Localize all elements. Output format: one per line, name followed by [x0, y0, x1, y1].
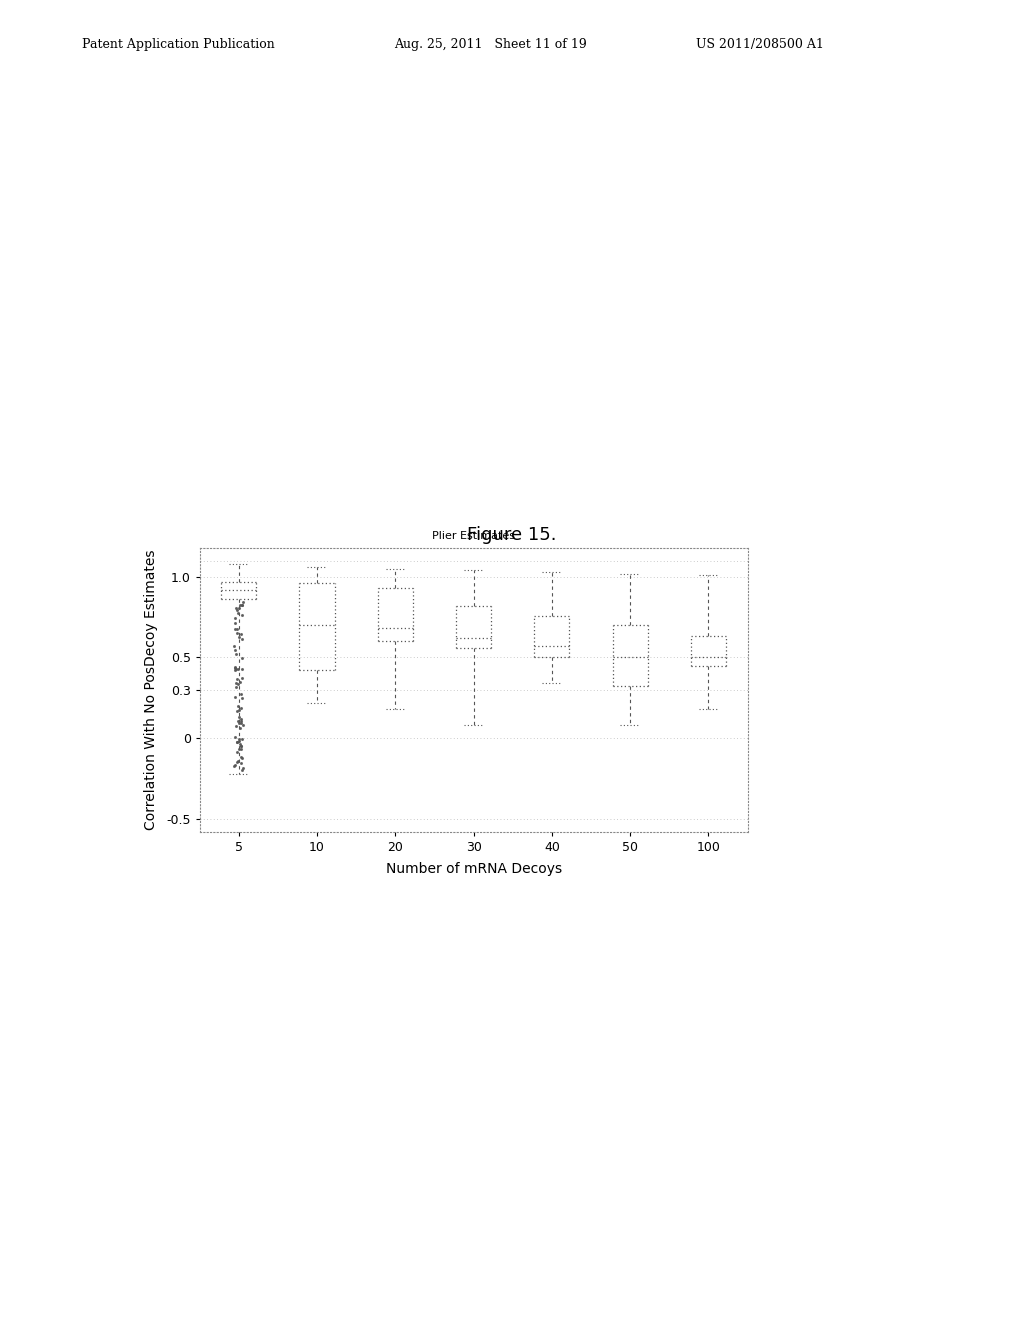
Point — [233, 752, 250, 774]
Point — [233, 684, 250, 705]
Point — [233, 648, 250, 669]
Point — [227, 619, 244, 640]
Point — [234, 595, 251, 616]
Point — [230, 673, 247, 694]
Point — [228, 598, 245, 619]
Point — [232, 710, 249, 731]
Point — [231, 718, 248, 739]
Text: Figure 15.: Figure 15. — [467, 525, 557, 544]
Point — [233, 729, 250, 750]
Point — [228, 659, 245, 680]
Point — [226, 726, 243, 747]
Point — [233, 747, 250, 768]
Point — [233, 659, 250, 680]
Point — [227, 607, 244, 628]
X-axis label: Number of mRNA Decoys: Number of mRNA Decoys — [386, 862, 561, 876]
Point — [226, 755, 243, 776]
Point — [226, 635, 243, 656]
Point — [230, 738, 247, 759]
Point — [233, 698, 250, 719]
Point — [229, 710, 246, 731]
Point — [234, 756, 251, 777]
Point — [230, 729, 247, 750]
Point — [229, 750, 246, 771]
Point — [229, 731, 246, 752]
Point — [231, 731, 248, 752]
Point — [234, 628, 251, 649]
Point — [231, 672, 248, 693]
Point — [234, 688, 251, 709]
Point — [229, 599, 246, 620]
Point — [229, 668, 246, 689]
Point — [229, 701, 246, 722]
Point — [231, 594, 248, 615]
Point — [230, 626, 247, 647]
Point — [227, 640, 244, 661]
Point — [229, 659, 246, 680]
Point — [229, 618, 246, 639]
Point — [232, 739, 249, 760]
Point — [228, 715, 245, 737]
Point — [229, 731, 246, 752]
Point — [227, 686, 244, 708]
Point — [226, 657, 243, 678]
Point — [230, 696, 247, 717]
Point — [226, 660, 243, 681]
Point — [233, 709, 250, 730]
Point — [230, 713, 247, 734]
Point — [232, 746, 249, 767]
Point — [228, 644, 245, 665]
Point — [233, 759, 250, 780]
Point — [230, 598, 247, 619]
Point — [227, 677, 244, 698]
Point — [232, 623, 249, 644]
Point — [233, 594, 250, 615]
Point — [228, 742, 245, 763]
Title: Plier Estimates: Plier Estimates — [432, 532, 515, 541]
Text: Patent Application Publication: Patent Application Publication — [82, 37, 274, 50]
Point — [234, 714, 251, 735]
Point — [231, 700, 248, 721]
Point — [227, 612, 244, 634]
Point — [228, 622, 245, 643]
Point — [230, 706, 247, 727]
Point — [227, 656, 244, 677]
Point — [234, 591, 251, 612]
Point — [232, 711, 249, 733]
Point — [229, 751, 246, 772]
Point — [231, 734, 248, 755]
Point — [232, 735, 249, 756]
Point — [227, 755, 244, 776]
Point — [232, 735, 249, 756]
Point — [234, 668, 251, 689]
Text: US 2011/208500 A1: US 2011/208500 A1 — [696, 37, 824, 50]
Point — [228, 672, 245, 693]
Y-axis label: Correlation With No PosDecoy Estimates: Correlation With No PosDecoy Estimates — [143, 549, 158, 830]
Text: Aug. 25, 2011   Sheet 11 of 19: Aug. 25, 2011 Sheet 11 of 19 — [394, 37, 587, 50]
Point — [230, 602, 247, 623]
Point — [233, 605, 250, 626]
